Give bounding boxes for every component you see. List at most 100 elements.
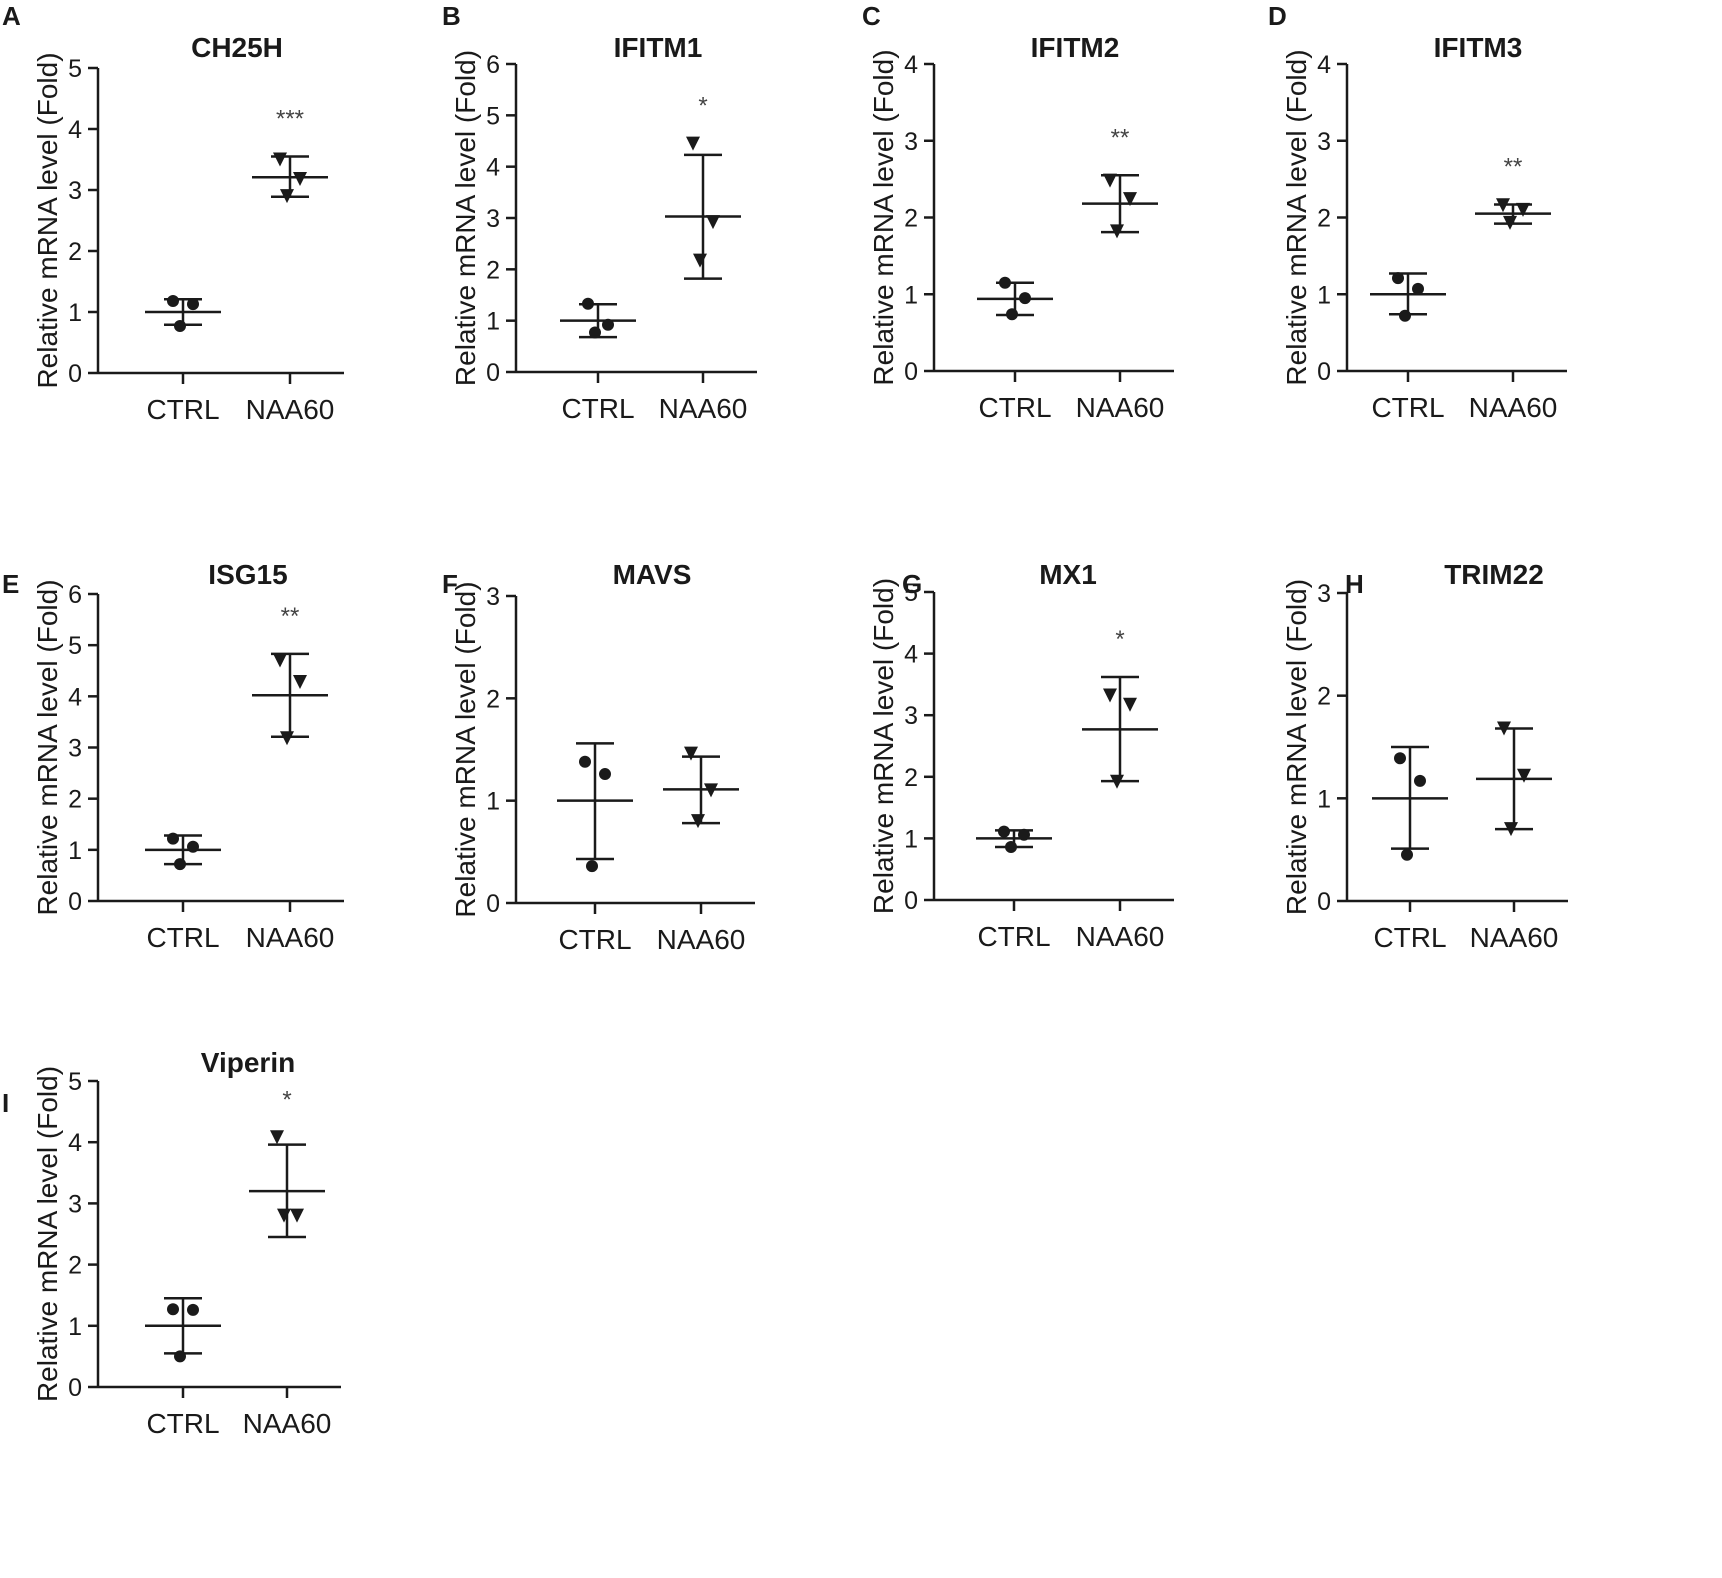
panel-letter: A bbox=[2, 1, 21, 31]
y-tick-label: 4 bbox=[68, 683, 82, 711]
data-point-ctrl bbox=[1019, 292, 1031, 305]
data-point-naa60 bbox=[273, 653, 287, 668]
data-point-naa60 bbox=[704, 783, 718, 798]
y-tick-label: 1 bbox=[68, 299, 82, 327]
y-axis-label: Relative mRNA level (Fold) bbox=[1281, 579, 1312, 915]
y-tick-label: 4 bbox=[904, 641, 918, 669]
y-tick-label: 0 bbox=[904, 887, 918, 915]
y-tick-label: 1 bbox=[68, 837, 82, 865]
y-tick-label: 5 bbox=[486, 102, 500, 130]
significance-marker: ** bbox=[1111, 124, 1130, 151]
panel-letter: C bbox=[862, 1, 881, 31]
significance-marker: * bbox=[282, 1086, 291, 1113]
data-point-naa60 bbox=[1123, 697, 1137, 712]
x-tick-label: CTRL bbox=[146, 922, 219, 953]
data-point-ctrl bbox=[167, 1303, 179, 1316]
data-point-naa60 bbox=[1496, 198, 1510, 213]
y-axis-label: Relative mRNA level (Fold) bbox=[868, 49, 899, 385]
chart-title: IFITM2 bbox=[1031, 32, 1120, 63]
data-point-ctrl bbox=[579, 755, 591, 768]
data-point-ctrl bbox=[174, 858, 186, 871]
panel-letter: B bbox=[442, 1, 461, 31]
y-axis-label: Relative mRNA level (Fold) bbox=[450, 50, 481, 386]
y-axis-label: Relative mRNA level (Fold) bbox=[1281, 49, 1312, 385]
data-point-ctrl bbox=[167, 832, 179, 845]
y-tick-label: 4 bbox=[904, 51, 918, 79]
data-point-naa60 bbox=[277, 1208, 291, 1223]
data-point-ctrl bbox=[599, 768, 611, 781]
y-tick-label: 3 bbox=[68, 1190, 82, 1218]
data-point-ctrl bbox=[1394, 752, 1406, 765]
data-point-ctrl bbox=[187, 298, 199, 311]
y-tick-label: 3 bbox=[1317, 128, 1331, 156]
chart-title: Viperin bbox=[201, 1047, 295, 1078]
data-point-naa60 bbox=[1497, 721, 1511, 736]
significance-marker: *** bbox=[276, 105, 304, 132]
chart-title: MAVS bbox=[613, 559, 692, 590]
y-tick-label: 5 bbox=[68, 1068, 82, 1096]
data-point-ctrl bbox=[999, 276, 1011, 289]
data-point-naa60 bbox=[1504, 822, 1518, 837]
data-point-naa60 bbox=[1517, 768, 1531, 783]
panel-letter: H bbox=[1345, 569, 1364, 599]
y-tick-label: 3 bbox=[68, 177, 82, 205]
y-tick-label: 0 bbox=[486, 890, 500, 918]
data-point-ctrl bbox=[1018, 828, 1030, 841]
data-point-ctrl bbox=[586, 860, 598, 873]
y-tick-label: 6 bbox=[486, 51, 500, 79]
y-axis-label: Relative mRNA level (Fold) bbox=[32, 52, 63, 388]
y-tick-label: 0 bbox=[68, 360, 82, 388]
y-tick-label: 1 bbox=[486, 308, 500, 336]
data-point-ctrl bbox=[998, 825, 1010, 838]
significance-marker: * bbox=[1115, 626, 1124, 653]
data-point-naa60 bbox=[686, 136, 700, 151]
y-tick-label: 3 bbox=[1317, 580, 1331, 608]
x-tick-label: NAA60 bbox=[1469, 392, 1558, 423]
y-tick-label: 3 bbox=[486, 583, 500, 611]
chart-title: IFITM1 bbox=[614, 32, 703, 63]
y-tick-label: 6 bbox=[68, 581, 82, 609]
y-tick-label: 5 bbox=[68, 632, 82, 660]
y-tick-label: 2 bbox=[904, 205, 918, 233]
y-tick-label: 2 bbox=[1317, 205, 1331, 233]
panel-letter: E bbox=[2, 569, 19, 599]
data-point-naa60 bbox=[293, 172, 307, 187]
y-tick-label: 2 bbox=[486, 256, 500, 284]
y-tick-label: 5 bbox=[904, 579, 918, 607]
y-axis-label: Relative mRNA level (Fold) bbox=[32, 1066, 63, 1402]
y-tick-label: 2 bbox=[68, 238, 82, 266]
y-tick-label: 2 bbox=[1317, 683, 1331, 711]
y-tick-label: 5 bbox=[68, 55, 82, 83]
data-point-naa60 bbox=[1516, 202, 1530, 217]
x-tick-label: CTRL bbox=[978, 392, 1051, 423]
significance-marker: * bbox=[698, 93, 707, 120]
y-tick-label: 3 bbox=[904, 128, 918, 156]
data-point-ctrl bbox=[1401, 848, 1413, 861]
data-point-naa60 bbox=[1103, 173, 1117, 188]
data-point-ctrl bbox=[174, 320, 186, 333]
y-tick-label: 0 bbox=[68, 1374, 82, 1402]
data-point-ctrl bbox=[1399, 309, 1411, 322]
y-tick-label: 1 bbox=[68, 1313, 82, 1341]
data-point-naa60 bbox=[280, 731, 294, 746]
data-point-naa60 bbox=[270, 1130, 284, 1145]
panel-letter: G bbox=[902, 569, 922, 599]
y-tick-label: 1 bbox=[904, 281, 918, 309]
chart-title: IFITM3 bbox=[1434, 32, 1523, 63]
x-tick-label: CTRL bbox=[1371, 392, 1444, 423]
y-tick-label: 4 bbox=[68, 1129, 82, 1157]
panel-letter: D bbox=[1268, 1, 1287, 31]
x-tick-label: CTRL bbox=[1373, 922, 1446, 953]
data-point-ctrl bbox=[602, 318, 614, 331]
significance-marker: ** bbox=[1504, 153, 1523, 180]
